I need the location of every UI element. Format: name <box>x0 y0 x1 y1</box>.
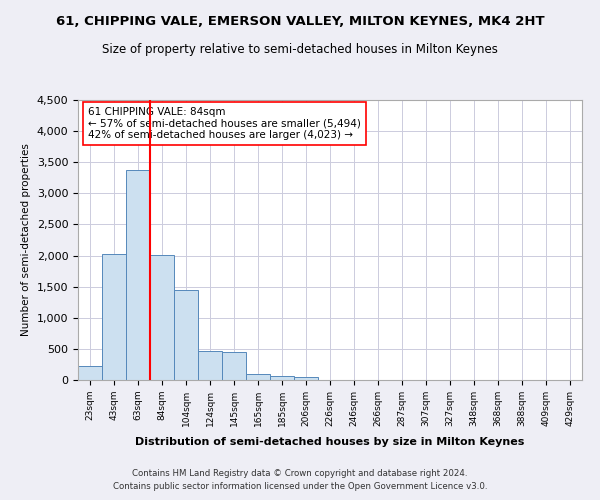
Bar <box>294 376 318 380</box>
Bar <box>78 366 102 380</box>
Text: 61 CHIPPING VALE: 84sqm
← 57% of semi-detached houses are smaller (5,494)
42% of: 61 CHIPPING VALE: 84sqm ← 57% of semi-de… <box>88 107 361 140</box>
Bar <box>222 352 246 380</box>
Text: Size of property relative to semi-detached houses in Milton Keynes: Size of property relative to semi-detach… <box>102 42 498 56</box>
Bar <box>198 351 222 380</box>
Text: Contains public sector information licensed under the Open Government Licence v3: Contains public sector information licen… <box>113 482 487 491</box>
Bar <box>270 376 294 380</box>
Bar <box>102 254 126 380</box>
Bar <box>126 170 150 380</box>
X-axis label: Distribution of semi-detached houses by size in Milton Keynes: Distribution of semi-detached houses by … <box>136 437 524 447</box>
Text: Contains HM Land Registry data © Crown copyright and database right 2024.: Contains HM Land Registry data © Crown c… <box>132 468 468 477</box>
Bar <box>150 255 174 380</box>
Bar <box>174 290 198 380</box>
Bar <box>246 374 270 380</box>
Text: 61, CHIPPING VALE, EMERSON VALLEY, MILTON KEYNES, MK4 2HT: 61, CHIPPING VALE, EMERSON VALLEY, MILTO… <box>56 15 544 28</box>
Y-axis label: Number of semi-detached properties: Number of semi-detached properties <box>21 144 31 336</box>
